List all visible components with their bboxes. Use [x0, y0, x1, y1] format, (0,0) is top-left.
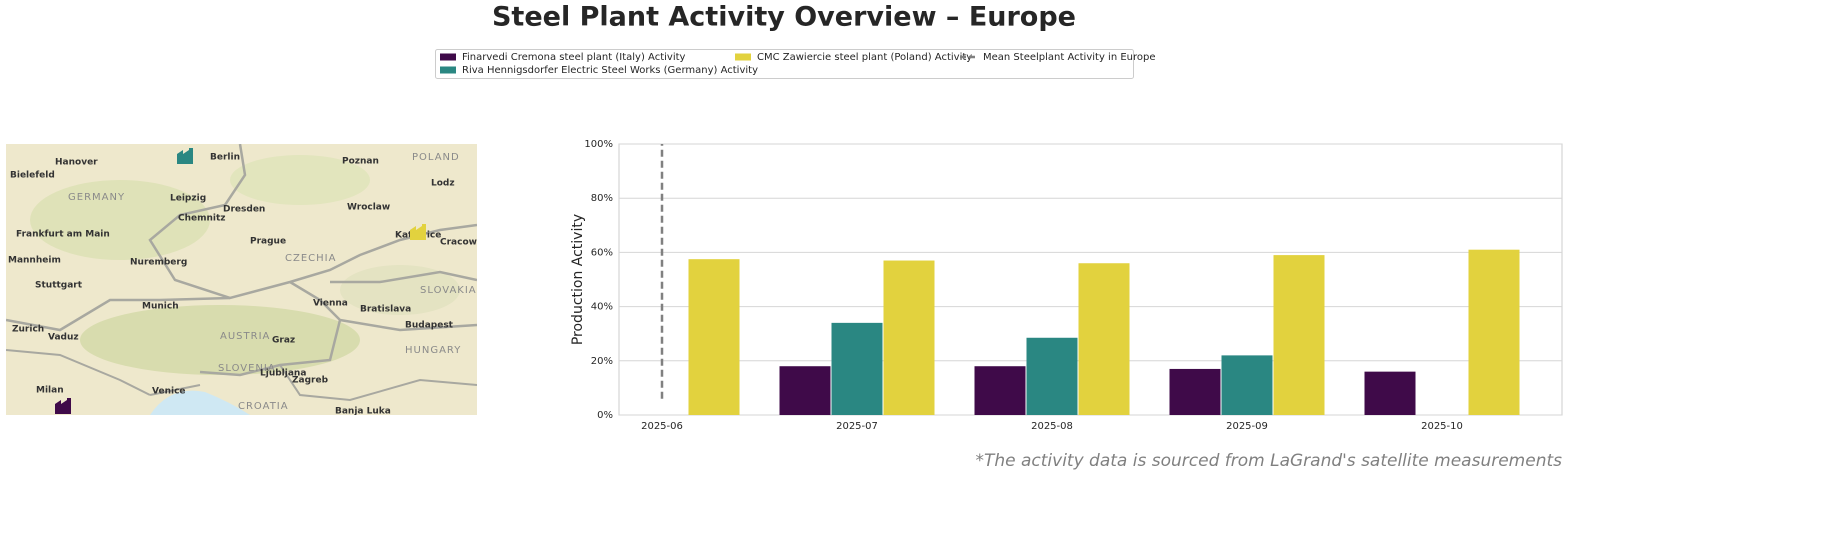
bar: [1468, 249, 1520, 415]
map-label: Munich: [142, 302, 179, 312]
y-tick-label: 0%: [597, 410, 613, 421]
map: Hanover Berlin Poznan POLAND Bielefeld GERMAN…: [6, 144, 477, 417]
bar: [1221, 355, 1273, 415]
map-label: Leipzig: [170, 194, 206, 204]
bar: [779, 366, 831, 415]
bar: [1169, 368, 1221, 415]
map-label: SLOVAKIA: [420, 285, 477, 296]
map-label: Prague: [250, 237, 286, 247]
map-label: Bratislava: [360, 305, 411, 315]
map-label: Poznan: [342, 157, 379, 167]
map-label: Hanover: [55, 158, 98, 168]
map-label: Dresden: [223, 205, 265, 215]
map-label: Graz: [272, 336, 295, 346]
map-label: Stuttgart: [35, 281, 83, 291]
y-axis-label: Production Activity: [570, 214, 586, 345]
y-tick-label: 40%: [591, 302, 613, 313]
map-terrain: [30, 180, 210, 260]
y-tick-label: 80%: [591, 193, 613, 204]
bar: [883, 260, 935, 415]
bar: [688, 259, 740, 415]
plant-icon-shape: [55, 398, 71, 414]
x-tick-label: 2025-06: [641, 421, 683, 432]
bar: [1078, 263, 1130, 415]
bar: [1364, 371, 1416, 415]
plant-icon-shape: [410, 224, 426, 240]
bar: [831, 322, 883, 415]
map-label: Budapest: [405, 321, 454, 331]
map-label: SLOVENIA: [218, 363, 276, 374]
map-label: Chemnitz: [178, 214, 226, 224]
legend-label: CMC Zawiercie steel plant (Poland) Activ…: [757, 52, 972, 63]
plant-icon-shape: [177, 148, 193, 164]
plant-icon: [55, 398, 71, 414]
legend-swatch: [440, 66, 456, 74]
map-label: Mannheim: [8, 256, 61, 266]
legend-label: Riva Hennigsdorfer Electric Steel Works …: [462, 65, 758, 76]
legend-label: Mean Steelplant Activity in Europe: [983, 52, 1156, 63]
legend-box: [435, 49, 1134, 79]
plant-icon: [177, 148, 193, 164]
map-label: Vienna: [313, 299, 348, 309]
map-label: AUSTRIA: [220, 331, 270, 342]
x-tick-label: 2025-10: [1421, 421, 1463, 432]
map-label: Nuremberg: [130, 258, 187, 268]
bar: [1026, 337, 1078, 415]
map-terrain: [340, 265, 460, 315]
map-label: POLAND: [412, 152, 460, 163]
map-label: CROATIA: [238, 401, 289, 412]
map-label: Milan: [36, 386, 64, 396]
map-label: GERMANY: [68, 192, 125, 203]
map-label: Zurich: [12, 325, 44, 335]
map-label: Berlin: [210, 153, 240, 163]
y-tick-label: 60%: [591, 247, 613, 258]
map-label: CZECHIA: [285, 253, 336, 264]
map-terrain: [80, 305, 360, 375]
legend-swatch: [440, 53, 456, 61]
x-tick-label: 2025-08: [1031, 421, 1073, 432]
map-terrain: [230, 155, 370, 205]
chart-title: Steel Plant Activity Overview – Europe: [492, 2, 1076, 33]
legend-swatch: [735, 53, 751, 61]
legend-label: Finarvedi Cremona steel plant (Italy) Ac…: [462, 52, 686, 63]
map-label: Banja Luka: [335, 407, 391, 417]
map-label: Zagreb: [292, 376, 329, 386]
footnote: *The activity data is sourced from LaGra…: [975, 451, 1562, 471]
x-tick-label: 2025-07: [836, 421, 878, 432]
map-label: Frankfurt am Main: [16, 230, 110, 240]
bar: [974, 366, 1026, 415]
map-label: HUNGARY: [405, 345, 461, 356]
map-label: Ljubljana: [260, 369, 306, 379]
y-tick-label: 20%: [591, 356, 613, 367]
map-label: Wroclaw: [347, 203, 390, 213]
y-tick-label: 100%: [584, 139, 613, 150]
map-label: Lodz: [431, 179, 455, 189]
map-border: [6, 349, 477, 402]
map-label: Bielefeld: [10, 171, 55, 181]
map-border: [6, 270, 477, 377]
map-label: Cracow: [440, 238, 477, 248]
plant-icon: [410, 224, 426, 240]
map-label: Venice: [152, 387, 186, 397]
bar: [1273, 255, 1325, 415]
map-sea: [150, 390, 250, 415]
map-label: Vaduz: [48, 333, 79, 343]
x-tick-label: 2025-09: [1226, 421, 1268, 432]
